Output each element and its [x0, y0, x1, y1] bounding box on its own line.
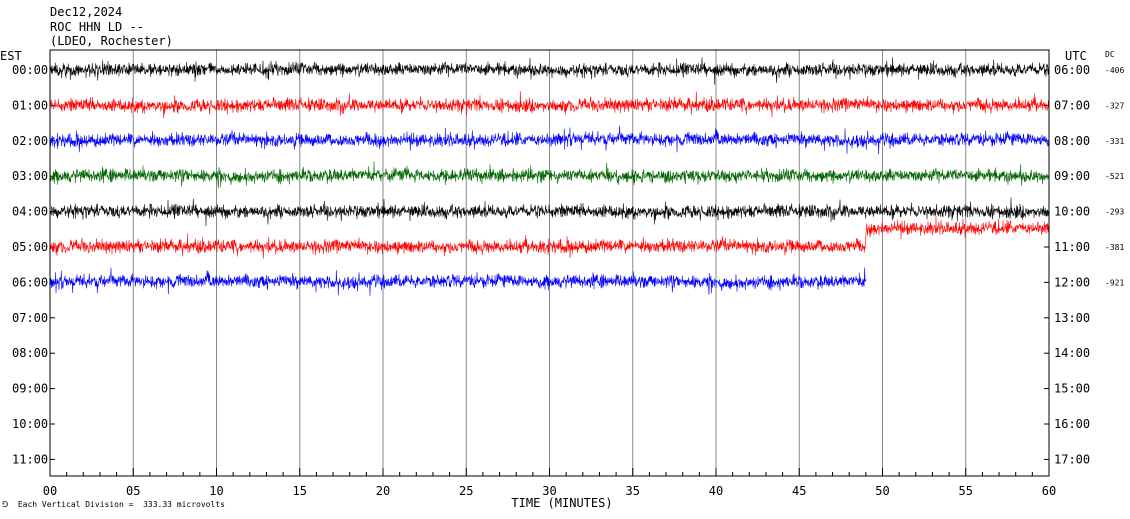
est-hour-label: 06:00: [12, 275, 48, 289]
utc-hour-label: 13:00: [1054, 311, 1090, 325]
utc-hour-label: 11:00: [1054, 240, 1090, 254]
header-date: Dec12,2024: [50, 5, 123, 19]
est-hour-label: 05:00: [12, 240, 48, 254]
x-tick-label: 00: [43, 484, 57, 498]
trace-line: [49, 267, 867, 297]
trace-line: [49, 125, 1050, 155]
dc-offset-label: -327: [1105, 101, 1124, 110]
utc-hour-label: 14:00: [1054, 346, 1090, 360]
utc-hour-label: 07:00: [1054, 98, 1090, 112]
est-hour-label: 04:00: [12, 205, 48, 219]
x-tick-label: 10: [209, 484, 223, 498]
plot-frame: [49, 49, 1050, 477]
trace-line: [49, 91, 1050, 119]
utc-hour-label: 10:00: [1054, 205, 1090, 219]
x-tick-label: 35: [626, 484, 640, 498]
utc-hour-label: 08:00: [1054, 134, 1090, 148]
x-tick-label: 45: [792, 484, 806, 498]
dc-offset-label: -381: [1105, 243, 1124, 252]
dc-offset-label: -521: [1105, 172, 1124, 181]
x-axis-label: TIME (MINUTES): [511, 496, 612, 510]
x-tick-label: 30: [542, 484, 556, 498]
dc-offset-label: -293: [1105, 208, 1124, 217]
footer-scale-note: ⅁ Each Vertical Division = 333.33 microv…: [2, 500, 225, 509]
dc-title: DC: [1105, 50, 1115, 59]
dc-offset-label: -406: [1105, 66, 1124, 75]
est-hour-label: 07:00: [12, 311, 48, 325]
footer-scale-text: Each Vertical Division = 333.33 microvol…: [17, 500, 225, 509]
est-hour-label: 08:00: [12, 346, 48, 360]
utc-hour-label: 06:00: [1054, 63, 1090, 77]
utc-hour-label: 17:00: [1054, 452, 1090, 466]
x-tick-label: 40: [709, 484, 723, 498]
utc-hour-label: 16:00: [1054, 417, 1090, 431]
est-hour-label: 03:00: [12, 169, 48, 183]
est-hour-label: 11:00: [12, 452, 48, 466]
x-tick-label: 20: [376, 484, 390, 498]
x-tick-label: 15: [293, 484, 307, 498]
header-network: (LDEO, Rochester): [50, 34, 173, 48]
est-hour-label: 10:00: [12, 417, 48, 431]
est-hour-label: 00:00: [12, 63, 48, 77]
trace-line: [49, 215, 1050, 259]
right-axis-title: UTC: [1065, 49, 1087, 63]
est-hour-label: 02:00: [12, 134, 48, 148]
x-tick-label: 60: [1042, 484, 1056, 498]
trace-line: [49, 197, 1050, 227]
trace-line: [49, 161, 1050, 189]
x-tick-label: 50: [875, 484, 889, 498]
x-tick-label: 25: [459, 484, 473, 498]
dc-offset-label: -331: [1105, 137, 1124, 146]
utc-hour-label: 12:00: [1054, 275, 1090, 289]
x-tick-label: 05: [126, 484, 140, 498]
dc-offset-label: -921: [1105, 278, 1124, 287]
est-hour-label: 09:00: [12, 382, 48, 396]
x-tick-label: 55: [959, 484, 973, 498]
est-hour-label: 01:00: [12, 98, 48, 112]
header-station: ROC HHN LD --: [50, 20, 144, 34]
left-axis-title: EST: [0, 49, 22, 63]
trace-line: [49, 57, 1050, 85]
utc-hour-label: 09:00: [1054, 169, 1090, 183]
utc-hour-label: 15:00: [1054, 382, 1090, 396]
